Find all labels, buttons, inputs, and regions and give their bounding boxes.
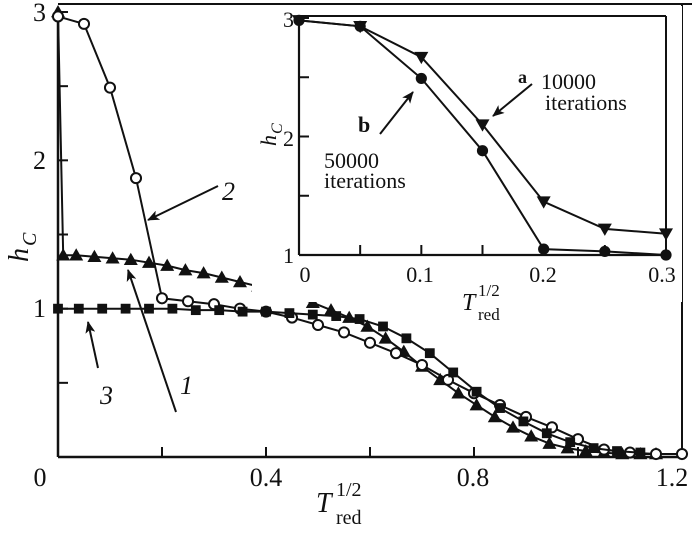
inset-x-tick-0.3: 0.3 — [648, 262, 676, 287]
svg-text:10000: 10000 — [541, 69, 596, 94]
inset-x-axis-label: T red 1/2 — [462, 281, 500, 324]
svg-text:T: T — [316, 488, 334, 519]
inset-y-tick-1: 1 — [283, 243, 294, 268]
inset-annotation-a: a 10000 iterations — [492, 67, 627, 117]
main-y-axis-label: h C — [4, 232, 41, 262]
annotation-curve-2: 2 — [147, 177, 235, 221]
annotation-curve-1: 1 — [126, 269, 193, 413]
series-b — [293, 14, 672, 261]
svg-text:red: red — [478, 305, 500, 324]
svg-text:h: h — [256, 135, 281, 146]
annotation-curve-3: 3 — [85, 321, 113, 410]
main-x-tick-1.2: 1.2 — [656, 463, 689, 492]
svg-text:a: a — [518, 67, 527, 87]
inset-x-tick-0: 0 — [300, 262, 311, 287]
svg-text:red: red — [336, 507, 362, 529]
inset-x-tick-0.1: 0.1 — [406, 262, 434, 287]
svg-text:1/2: 1/2 — [336, 479, 362, 501]
main-series-group — [51, 5, 689, 461]
main-x-axis-label: T red 1/2 — [316, 479, 362, 529]
svg-text:3: 3 — [99, 381, 113, 410]
main-y-tick-1: 1 — [33, 294, 46, 323]
main-y-tick-2: 2 — [33, 146, 46, 175]
main-x-tick-0: 0 — [34, 463, 47, 492]
inset-series-group — [292, 14, 673, 261]
svg-text:1/2: 1/2 — [478, 281, 500, 300]
series-3 — [53, 303, 646, 458]
svg-text:2: 2 — [222, 177, 235, 206]
inset-y-axis-label: h C — [256, 123, 286, 146]
svg-text:C: C — [19, 232, 41, 246]
svg-text:h: h — [4, 248, 35, 262]
svg-text:1: 1 — [180, 371, 193, 400]
svg-text:C: C — [269, 123, 286, 134]
svg-text:b: b — [358, 112, 370, 137]
inset-background — [252, 6, 682, 302]
svg-text:T: T — [462, 290, 477, 316]
svg-text:iterations: iterations — [545, 90, 627, 115]
inset-y-tick-2: 2 — [283, 126, 294, 151]
inset-y-tick-3: 3 — [283, 7, 294, 32]
main-x-tick-0.4: 0.4 — [250, 463, 283, 492]
inset-x-tick-0.2: 0.2 — [529, 262, 557, 287]
inset-annotation-b: b 50000 iterations — [324, 91, 414, 193]
svg-text:50000: 50000 — [324, 148, 379, 173]
svg-text:iterations: iterations — [324, 168, 406, 193]
main-y-tick-3: 3 — [33, 0, 46, 27]
main-x-tick-0.8: 0.8 — [457, 463, 490, 492]
